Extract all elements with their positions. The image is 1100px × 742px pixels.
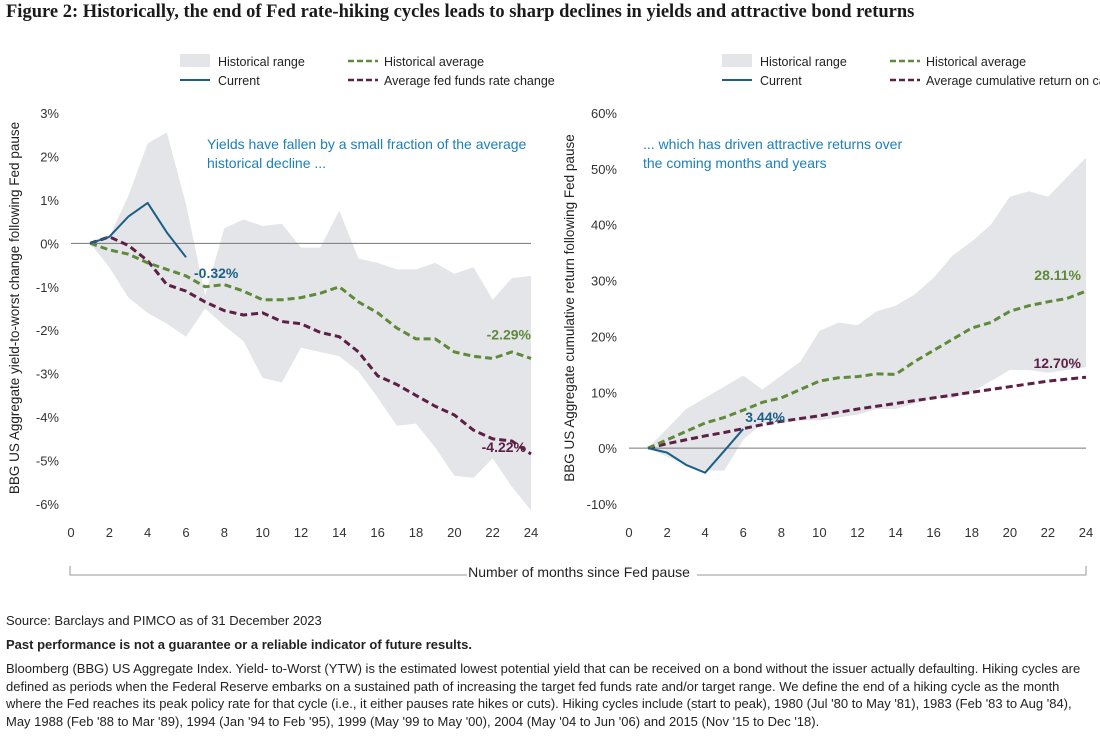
legend-range-label: Historical range bbox=[760, 55, 847, 69]
y-tick-label: 50% bbox=[591, 162, 617, 177]
average-series-line bbox=[89, 241, 532, 360]
x-axis-bracket-line bbox=[69, 566, 1087, 576]
historical-range-band bbox=[648, 157, 1086, 471]
x-tick-label: 14 bbox=[332, 525, 346, 540]
x-tick-label: 16 bbox=[926, 525, 940, 540]
y-tick-label: -4% bbox=[36, 410, 60, 425]
legend-current-label: Current bbox=[218, 74, 260, 88]
x-tick-label: 22 bbox=[1041, 525, 1055, 540]
x-tick-label: 10 bbox=[255, 525, 269, 540]
current-end-label: -0.32% bbox=[194, 265, 239, 281]
methodology-notes: Bloomberg (BBG) US Aggregate Index. Yiel… bbox=[6, 661, 1081, 729]
current-series-line bbox=[647, 428, 745, 474]
y-tick-label: 60% bbox=[591, 106, 617, 121]
disclaimer-note: Past performance is not a guarantee or a… bbox=[6, 637, 472, 652]
y-tick-label: -5% bbox=[36, 454, 60, 469]
yield-change-panel: 3%2%1%0%-1%-2%-3%-4%-5%-6%0 2 4 6 8 10 12 14 16 1… bbox=[7, 54, 555, 540]
third-end-label: -4.22% bbox=[482, 439, 527, 455]
legend-range-swatch bbox=[722, 54, 752, 67]
x-tick-label: 8 bbox=[221, 525, 228, 540]
x-tick-label: 18 bbox=[965, 525, 979, 540]
x-tick-label: 0 bbox=[67, 525, 74, 540]
legend-current-label: Current bbox=[760, 74, 802, 88]
legend-third-label: Average cumulative return on cash bbox=[926, 74, 1100, 88]
y-tick-label: 40% bbox=[591, 218, 617, 233]
legend-range-swatch bbox=[180, 54, 210, 67]
current-series-line bbox=[89, 201, 187, 258]
y-tick-label: -2% bbox=[36, 323, 60, 338]
source-note: Source: Barclays and PIMCO as of 31 Dece… bbox=[6, 613, 322, 628]
third-series-line bbox=[89, 235, 532, 456]
x-tick-label: 22 bbox=[485, 525, 499, 540]
x-tick-label: 4 bbox=[144, 525, 151, 540]
x-tick-label: 20 bbox=[1003, 525, 1017, 540]
chart-annotation: Yields have fallen by a small fraction o… bbox=[207, 136, 527, 171]
x-tick-label: 2 bbox=[663, 525, 670, 540]
x-tick-label: 8 bbox=[778, 525, 785, 540]
y-tick-label: 1% bbox=[40, 193, 59, 208]
legend-average-label: Historical average bbox=[926, 55, 1026, 69]
y-tick-label: 0% bbox=[598, 441, 617, 456]
legend-average-label: Historical average bbox=[384, 55, 484, 69]
x-tick-label: 24 bbox=[524, 525, 538, 540]
average-end-label: 28.11% bbox=[1034, 267, 1081, 283]
y-tick-label: 2% bbox=[40, 149, 59, 164]
average-series-line bbox=[647, 289, 1087, 450]
y-axis-label: BBG US Aggregate yield-to-worst change f… bbox=[7, 122, 22, 494]
x-tick-label: 6 bbox=[740, 525, 747, 540]
y-tick-label: -6% bbox=[36, 497, 60, 512]
chart-canvas: 3%2%1%0%-1%-2%-3%-4%-5%-6%0 2 4 6 8 10 12 14 16 1… bbox=[7, 54, 1100, 580]
shared-x-axis-bracket: Number of months since Fed pause bbox=[69, 564, 1087, 580]
y-tick-label: -3% bbox=[36, 367, 60, 382]
x-axis-label: Number of months since Fed pause bbox=[468, 564, 690, 580]
x-tick-label: 18 bbox=[409, 525, 423, 540]
y-tick-label: 0% bbox=[40, 236, 59, 251]
current-end-label: 3.44% bbox=[745, 409, 785, 425]
x-tick-label: 6 bbox=[182, 525, 189, 540]
x-tick-label: 0 bbox=[625, 525, 632, 540]
legend-range-label: Historical range bbox=[218, 55, 305, 69]
y-tick-label: 20% bbox=[591, 329, 617, 344]
chart-annotation: ... which has driven attractive returns … bbox=[643, 136, 902, 171]
x-tick-label: 4 bbox=[702, 525, 709, 540]
x-tick-label: 20 bbox=[447, 525, 461, 540]
y-tick-label: -10% bbox=[587, 497, 618, 512]
y-tick-label: -1% bbox=[36, 280, 60, 295]
x-tick-label: 12 bbox=[294, 525, 308, 540]
third-end-label: 12.70% bbox=[1034, 355, 1082, 371]
historical-range-band bbox=[90, 132, 532, 511]
y-tick-label: 3% bbox=[40, 106, 59, 121]
x-tick-label: 2 bbox=[106, 525, 113, 540]
x-tick-label: 10 bbox=[812, 525, 826, 540]
average-end-label: -2.29% bbox=[487, 326, 532, 342]
figure-title: Figure 2: Historically, the end of Fed r… bbox=[6, 2, 915, 22]
y-tick-label: 30% bbox=[591, 274, 617, 289]
x-tick-label: 14 bbox=[888, 525, 902, 540]
x-tick-label: 16 bbox=[370, 525, 384, 540]
third-series-line bbox=[647, 375, 1087, 450]
legend: Historical range Current Historical averag… bbox=[180, 54, 555, 88]
cumulative-return-panel: 60%50%40%30%20%10%0%-10%0 2 4 6 8 10 12 14 16 18 2… bbox=[562, 54, 1100, 540]
legend: Historical range Current Historical averag… bbox=[722, 54, 1100, 88]
x-tick-label: 24 bbox=[1079, 525, 1093, 540]
y-tick-label: 10% bbox=[591, 385, 617, 400]
y-axis-label: BBG US Aggregate cumulative return follo… bbox=[562, 134, 577, 481]
x-tick-label: 12 bbox=[850, 525, 864, 540]
legend-third-label: Average fed funds rate change bbox=[384, 74, 555, 88]
